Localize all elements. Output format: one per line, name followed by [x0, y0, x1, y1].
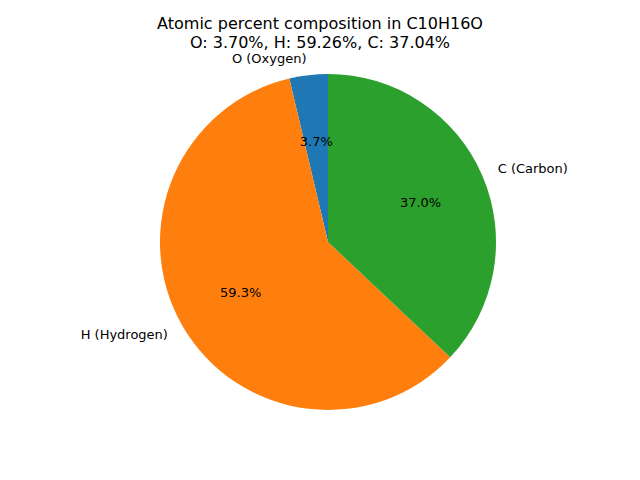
chart: Atomic percent composition in C10H16OO: … [0, 0, 640, 480]
data-label: 59.3% [220, 285, 261, 300]
subtitle: O: 3.70%, H: 59.26%, C: 37.04% [190, 33, 450, 52]
slice-label: H (Hydrogen) [81, 327, 168, 342]
pie-slices [160, 74, 496, 410]
pie-labels: O (Oxygen) 3.7% H (Hydrogen) 59.3% C (Carbon… [81, 51, 568, 342]
data-label: 37.0% [400, 195, 441, 210]
data-label: 3.7% [300, 134, 333, 149]
title: Atomic percent composition in C10H16O [157, 14, 483, 33]
pie-slice [328, 74, 496, 357]
background [0, 0, 640, 480]
slice-label: C (Carbon) [498, 161, 568, 176]
slice-label: O (Oxygen) [232, 51, 307, 66]
